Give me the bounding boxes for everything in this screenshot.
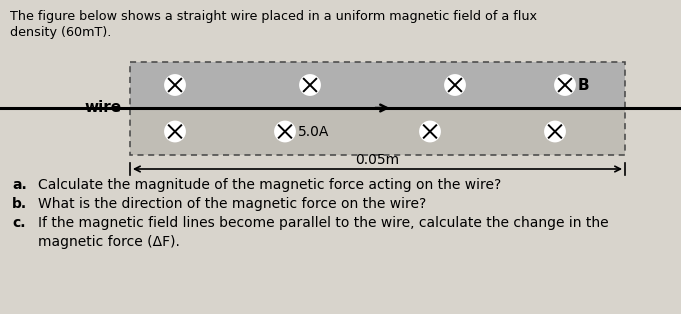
Circle shape bbox=[545, 122, 565, 142]
Circle shape bbox=[420, 122, 440, 142]
Text: wire: wire bbox=[85, 100, 122, 116]
Bar bbox=[130, 62, 625, 108]
Circle shape bbox=[300, 75, 320, 95]
Text: 0.05m: 0.05m bbox=[355, 153, 400, 167]
Text: The figure below shows a straight wire placed in a uniform magnetic field of a f: The figure below shows a straight wire p… bbox=[10, 10, 537, 23]
Text: 5.0A: 5.0A bbox=[298, 124, 330, 138]
Circle shape bbox=[165, 75, 185, 95]
Text: If the magnetic field lines become parallel to the wire, calculate the change in: If the magnetic field lines become paral… bbox=[38, 216, 609, 230]
Text: B: B bbox=[578, 78, 590, 93]
Text: b.: b. bbox=[12, 197, 27, 211]
Text: Calculate the magnitude of the magnetic force acting on the wire?: Calculate the magnitude of the magnetic … bbox=[38, 178, 501, 192]
Bar bbox=[130, 108, 625, 155]
Text: a.: a. bbox=[12, 178, 27, 192]
Circle shape bbox=[445, 75, 465, 95]
Circle shape bbox=[165, 122, 185, 142]
Circle shape bbox=[555, 75, 575, 95]
Text: magnetic force (ΔF).: magnetic force (ΔF). bbox=[38, 235, 180, 249]
Bar bbox=[130, 62, 625, 155]
Circle shape bbox=[275, 122, 295, 142]
Text: c.: c. bbox=[12, 216, 25, 230]
Text: What is the direction of the magnetic force on the wire?: What is the direction of the magnetic fo… bbox=[38, 197, 426, 211]
Text: density (60mT).: density (60mT). bbox=[10, 26, 112, 39]
